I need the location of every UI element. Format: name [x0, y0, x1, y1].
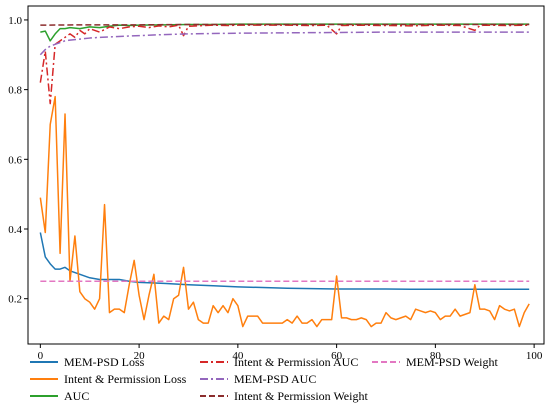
- legend-item-mem-psd-auc: MEM-PSD AUC: [200, 372, 316, 386]
- legend-label: MEM-PSD Loss: [64, 355, 145, 369]
- x-tick-label: 60: [331, 350, 343, 362]
- y-tick-label: 0.8: [8, 85, 22, 97]
- x-tick-label: 40: [232, 350, 244, 362]
- legend-item-mem-psd-weight: MEM-PSD Weight: [372, 355, 498, 369]
- legend-label: MEM-PSD AUC: [234, 372, 316, 386]
- y-tick-label: 1.0: [8, 15, 22, 27]
- legend-label: AUC: [64, 389, 89, 403]
- legend-item-mem-psd-loss: MEM-PSD Loss: [30, 355, 145, 369]
- axis-layer: 0 20 40 60 80 100 0.2 0.4 0.6 0.8 1.0: [8, 15, 543, 362]
- legend-item-intent-and-permission-auc: Intent & Permission AUC: [200, 355, 358, 369]
- series-line-intent-and-permission-auc: [39, 24, 530, 105]
- series-line-intent-and-permission-loss: [39, 95, 530, 328]
- legend: MEM-PSD Loss Intent & Permission Loss AUC I…: [30, 355, 498, 403]
- y-tick-label: 0.6: [8, 154, 22, 166]
- legend-label: MEM-PSD Weight: [406, 355, 498, 369]
- legend-label: Intent & Permission AUC: [234, 355, 358, 369]
- series-line-mem-psd-auc: [39, 31, 530, 56]
- series-line-intent-and-permission-weight: [40, 23, 530, 26]
- legend-label: Intent & Permission Weight: [234, 389, 368, 403]
- x-tick-label: 100: [526, 350, 543, 362]
- legend-item-auc: AUC: [30, 389, 89, 403]
- x-tick-label: 0: [38, 350, 44, 362]
- x-tick-label: 20: [134, 350, 146, 362]
- x-tick-label: 80: [430, 350, 442, 362]
- y-tick-label: 0.2: [8, 294, 22, 306]
- series-layer: [39, 23, 530, 328]
- legend-label: Intent & Permission Loss: [64, 372, 187, 386]
- plot-frame: [27, 5, 545, 345]
- legend-item-intent-and-permission-weight: Intent & Permission Weight: [200, 389, 368, 403]
- legend-item-intent-and-permission-loss: Intent & Permission Loss: [30, 372, 187, 386]
- y-tick-label: 0.4: [8, 224, 22, 236]
